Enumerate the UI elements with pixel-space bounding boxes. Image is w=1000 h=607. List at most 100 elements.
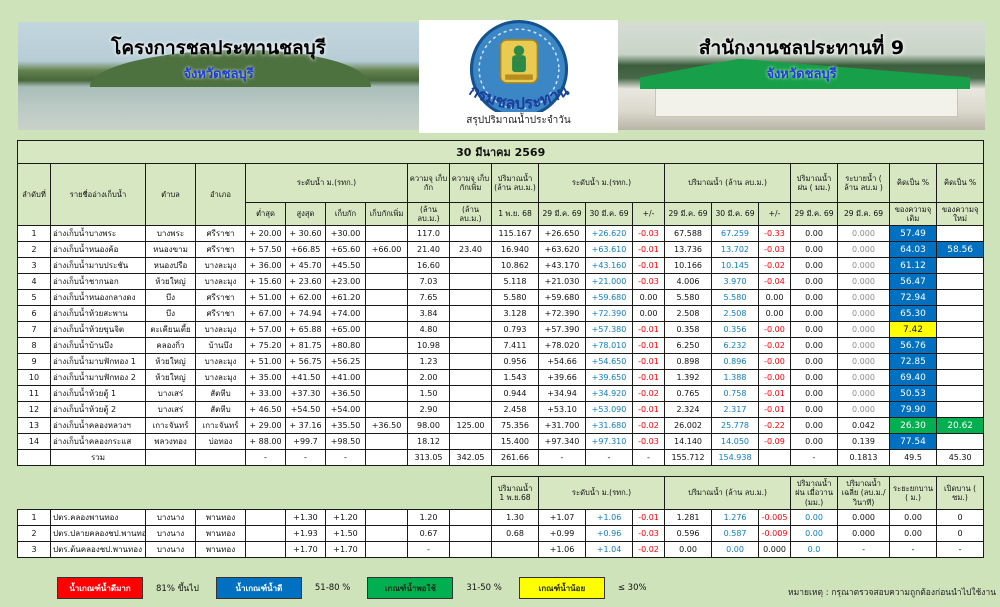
cell-level-retention: +80.80 [325,337,366,354]
cell-tambon: บางนาง [145,509,196,526]
gate-col-volume-nov1: ปริมาณน้ำ 1 พ.ย.68 [491,476,540,510]
gate-col-gate-open: เปิดบาน ( ซม.) [936,476,985,510]
cell-level-max: +41.50 [285,369,326,386]
cell-level-diff: -0.02 [632,417,665,434]
cell-volume-nov1: 5.118 [491,273,539,290]
cell-pct-original: 26.30 [889,417,937,434]
cell-volume-29: 67.588 [664,225,712,242]
cell-level-retention-extra [365,321,408,338]
cell-volume-diff [758,449,791,466]
cell-level-min: + 51.00 [245,289,286,306]
cell-pct-new [935,337,985,354]
cell-level-max: +1.93 [285,525,326,542]
cell-level-min: + 51.00 [245,353,286,370]
cell-level-retention-extra [365,225,408,242]
cell-level-30: +72.390 [585,305,633,322]
cell-name: อ่างเก็บน้ำมาบฟักทอง 1 [50,353,146,370]
cell-amphoe: พานทอง [195,541,246,558]
cell-name: อ่างเก็บน้ำคลองกระแส [50,433,146,450]
cell-volume-diff: -0.22 [758,417,791,434]
cell-discharge-29: 0.042 [837,417,890,434]
cell-level-29: +72.390 [538,305,586,322]
col-capacity-unit: (ล้าน ลบ.ม.) [407,202,450,226]
cell-level-min: + 35.00 [245,369,286,386]
cell-volume-diff: 0.000 [758,541,792,558]
cell-tambon [145,449,196,466]
cell-level-30: +34.920 [585,385,633,402]
cell-level-retention-extra [365,385,408,402]
cell-name: อ่างเก็บน้ำหนองกลางดง [50,289,146,306]
gate-col-volume-group: ปริมาณน้ำ (ล้าน ลบ.ม.) [664,476,792,510]
cell-capacity-extra [449,257,492,274]
cell-volume-30: 2.317 [711,401,759,418]
cell-level-retention: +56.25 [325,353,366,370]
cell-level-29: +63.620 [538,241,586,258]
cell-level-retention: +35.50 [325,417,366,434]
cell-volume-29: 1.281 [664,509,713,526]
cell-level-29: - [538,449,586,466]
gate-row: 1 ปตร.คลองพานทอง บางนาง พานทอง +1.30 +1.20 1.2… [17,509,985,526]
cell-tambon: บางเสร่ [145,401,196,418]
cell-volume-29: 0.00 [664,541,713,558]
cell-pct-new: 45.30 [935,449,985,466]
cell-discharge-29: 0.000 [837,257,890,274]
cell-volume-nov1: 15.400 [491,433,539,450]
cell-no: 4 [17,273,51,290]
cell-volume-diff: -0.00 [758,353,791,370]
right-header-photo: สำนักงานชลประทานที่ 9 จังหวัดชลบุรี [618,22,985,130]
cell-tambon: ห้วยใหญ่ [145,353,196,370]
cell-volume-nov1: 16.940 [491,241,539,258]
cell-pct-original: 49.5 [889,449,937,466]
cell-level-29: +54.66 [538,353,586,370]
col-level-diff: +/- [632,202,665,226]
cell-name: อ่างเก็บน้ำห้วยขุนจิต [50,321,146,338]
cell-capacity: 2.90 [407,401,450,418]
cell-rain-29: 0.00 [790,305,838,322]
cell-discharge-29: 0.000 [837,385,890,402]
project-title: โครงการชลประทานชลบุรี [111,37,326,59]
cell-volume-diff: -0.33 [758,225,791,242]
cell-amphoe [195,449,246,466]
cell-level-29: +57.390 [538,321,586,338]
cell-no: 13 [17,417,51,434]
cell-volume-diff: -0.04 [758,273,791,290]
reservoir-row: 7 อ่างเก็บน้ำห้วยขุนจิต ตะเคียนเตี้ย บางละม… [17,321,985,338]
col-discharge-date-29: 29 มี.ค. 69 [837,202,890,226]
cell-pct-original: 56.76 [889,337,937,354]
cell-no: 1 [17,225,51,242]
cell-name: อ่างเก็บน้ำหนองค้อ [50,241,146,258]
cell-level-max: +66.85 [285,241,326,258]
cell-volume-30: 3.970 [711,273,759,290]
cell-capacity: 7.03 [407,273,450,290]
cell-pct-new [935,289,985,306]
cell-no: 8 [17,337,51,354]
cell-amphoe: สัตหีบ [195,385,246,402]
cell-pct-new [935,385,985,402]
cell-amphoe: พานทอง [195,525,246,542]
cell-capacity: 3.84 [407,305,450,322]
cell-level-min: + 75.20 [245,337,286,354]
cell-capacity: 10.98 [407,337,450,354]
cell-capacity: 1.23 [407,353,450,370]
cell-rain-29: 0.00 [790,353,838,370]
cell-pct-original: 57.49 [889,225,937,242]
cell-volume-nov1: 115.167 [491,225,539,242]
cell-amphoe: ศรีราชา [195,225,246,242]
cell-level-29: +26.650 [538,225,586,242]
cell-volume-29: 10.166 [664,257,712,274]
cell-level-min: + 33.00 [245,385,286,402]
cell-level-retention-extra [365,509,408,526]
col-rainfall: ปริมาณน้ำฝน ( มม.) [790,163,838,203]
cell-level-max: + 56.75 [285,353,326,370]
cell-volume-diff: -0.03 [758,241,791,258]
cell-level-min: + 46.50 [245,401,286,418]
office-subtitle: จังหวัดชลบุรี [766,67,837,82]
cell-gate-open: - [936,541,985,558]
cell-capacity-extra: 342.05 [449,449,492,466]
cell-level-diff: -0.01 [632,257,665,274]
cell-volume-diff: -0.005 [758,509,792,526]
cell-capacity-extra [449,385,492,402]
cell-volume-29: 0.596 [664,525,713,542]
cell-capacity: 1.50 [407,385,450,402]
cell-rain-29: 0.00 [790,369,838,386]
